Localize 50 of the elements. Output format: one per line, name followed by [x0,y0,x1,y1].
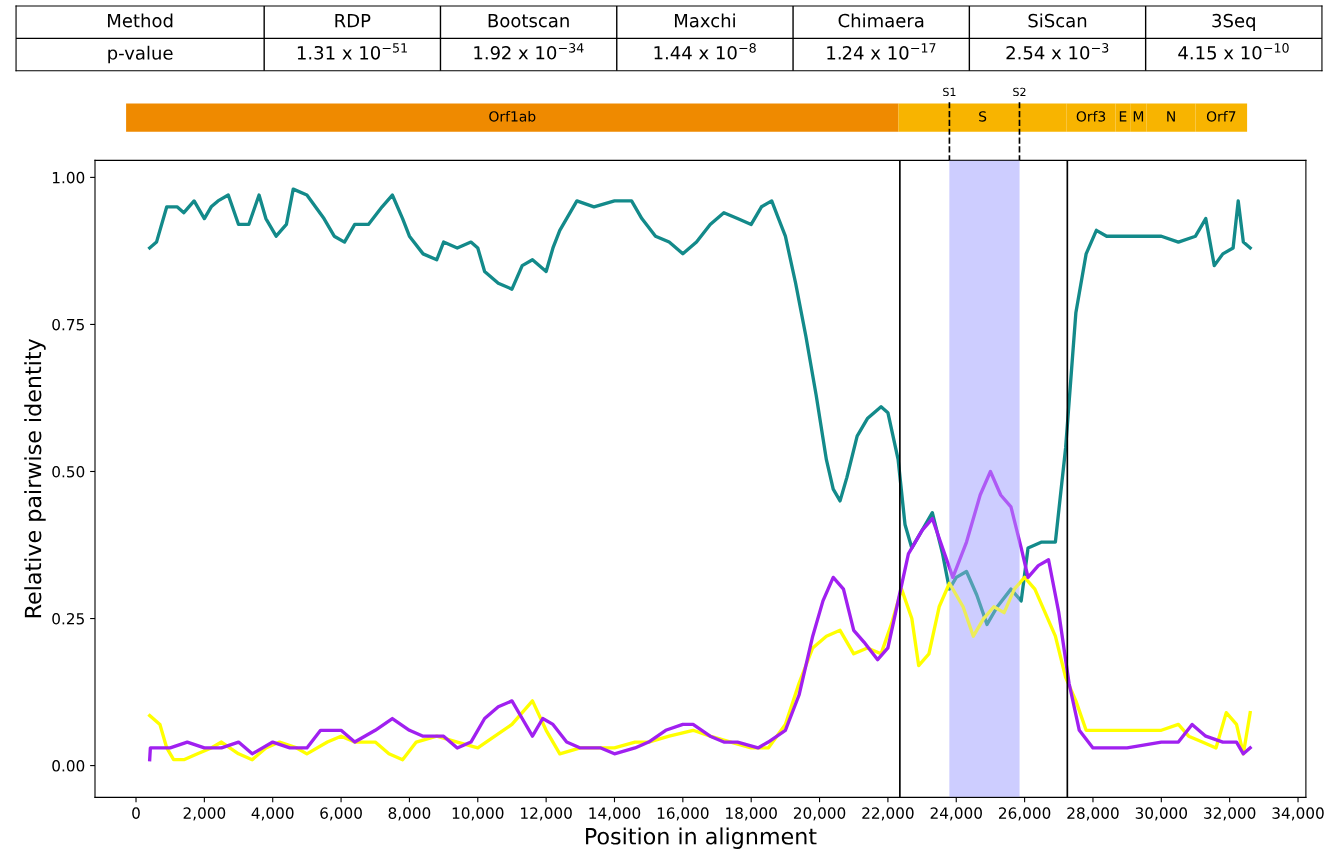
text: SiScan [1028,13,1087,28]
y-tick-label: 0.75 [52,318,84,331]
x-tick-label: 12,000 [521,807,572,821]
x-tick-label: 16,000 [657,807,709,821]
series-label: Orf3 [1076,110,1106,122]
x-tick-label: 22,000 [862,807,914,821]
ref-line-label: S1 [943,87,956,97]
x-tick-label: 4,000 [251,807,294,821]
text: 1.31 x 10$^{−51}$ [297,43,407,60]
text: Chimaera [838,13,924,28]
x-tick-label: 30,000 [1135,807,1188,821]
text: Maxchi [674,13,735,28]
text: 3Seq [1212,13,1255,31]
text: p-value [108,45,173,64]
text: Bootscan [488,14,569,28]
series-label: E [1119,111,1127,122]
text: 4.15 x 10$^{−10}$ [1178,43,1289,60]
text: RDP [335,14,371,28]
x-tick-label: 28,000 [1067,807,1119,821]
y-axis-title: Relative pairwise identity [24,338,46,618]
text: Method [108,13,173,28]
y-tick-label: 0.00 [52,760,85,772]
text: 1.92 x 10$^{−34}$ [474,43,584,60]
y-tick-label: 1.00 [52,171,85,184]
series-label: Orf1ab [489,110,536,122]
x-axis-title: Position in alignment [586,827,817,849]
x-tick-label: 20,000 [793,807,846,821]
x-tick-label: 8,000 [388,807,431,821]
series-label: M [1133,111,1144,122]
line-series [148,469,1252,762]
text: 1.44 x 10$^{−8}$ [654,43,756,60]
y-tick-label: 0.25 [52,613,84,625]
series-label: S [979,111,987,122]
x-tick-label: 6,000 [320,807,362,821]
x-tick-label: 32,000 [1204,807,1256,821]
x-tick-label: 26,000 [999,807,1051,821]
text: 1.24 x 10$^{−17}$ [827,43,936,60]
x-tick-label: 0 [132,807,140,819]
x-tick-label: 10,000 [452,807,504,821]
x-tick-label: 2,000 [183,807,226,821]
line-series [148,187,1252,627]
x-tick-label: 24,000 [930,807,982,821]
ref-line-label: S2 [1013,87,1026,97]
series-label: Orf7 [1206,110,1236,122]
y-tick-label: 0.50 [52,465,85,478]
text: 2.54 x 10$^{−3}$ [1006,43,1109,60]
x-tick-label: 14,000 [589,807,641,821]
x-tick-label: 18,000 [726,807,777,821]
x-tick-label: 34,000 [1272,807,1324,821]
series-label: N [1167,111,1175,122]
